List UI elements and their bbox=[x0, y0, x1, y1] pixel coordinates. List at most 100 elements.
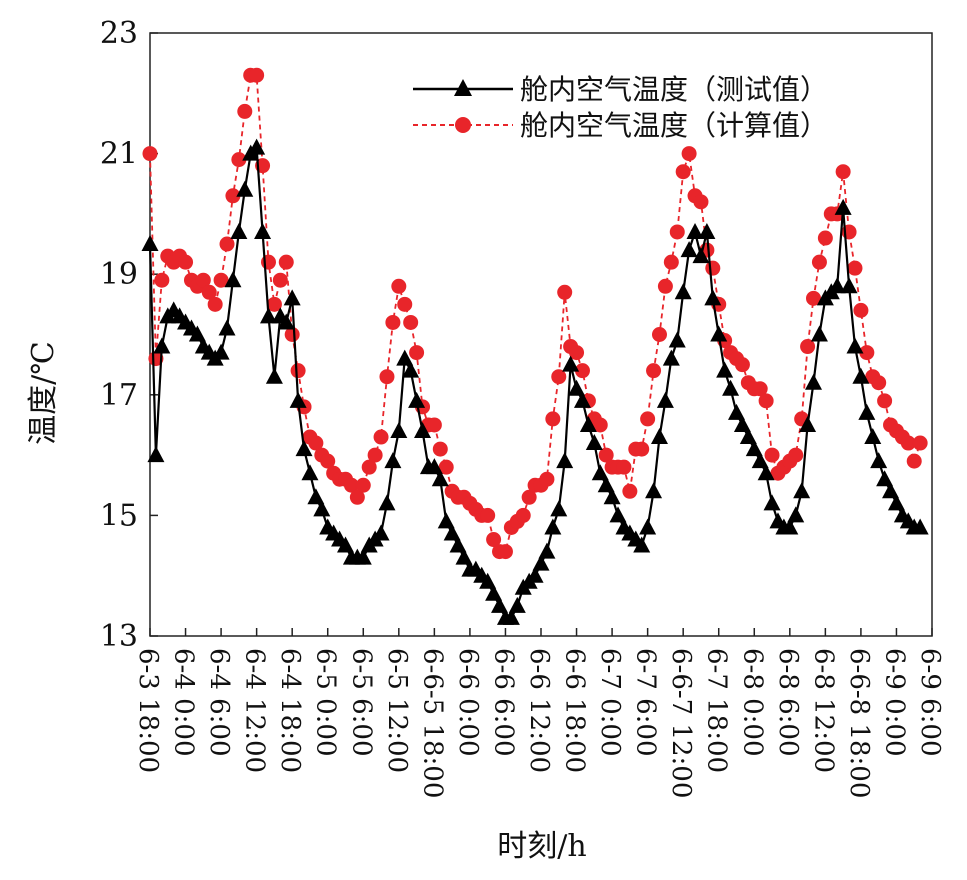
data-point bbox=[573, 391, 591, 408]
data-point bbox=[526, 566, 544, 583]
data-point bbox=[728, 403, 745, 420]
data-point bbox=[154, 272, 170, 288]
data-point bbox=[443, 524, 461, 541]
data-point bbox=[810, 325, 828, 342]
data-point bbox=[289, 391, 307, 408]
data-point bbox=[432, 441, 448, 457]
data-point bbox=[260, 254, 276, 270]
data-point bbox=[313, 500, 331, 517]
data-point bbox=[508, 596, 526, 613]
data-point bbox=[230, 222, 248, 239]
data-point bbox=[800, 339, 816, 355]
legend: 舱内空气温度（测试值） 舱内空气温度（计算值） bbox=[413, 73, 828, 142]
data-point bbox=[710, 325, 728, 342]
data-point bbox=[403, 314, 419, 330]
y-tick-label: 23 bbox=[100, 16, 138, 51]
data-point bbox=[515, 507, 531, 523]
data-point bbox=[207, 296, 223, 312]
data-point bbox=[249, 67, 265, 83]
data-point bbox=[693, 194, 709, 210]
data-point bbox=[911, 518, 929, 535]
data-point bbox=[852, 367, 870, 384]
data-point bbox=[745, 440, 763, 457]
data-point bbox=[480, 507, 496, 523]
data-point bbox=[485, 584, 503, 601]
data-point bbox=[545, 411, 561, 427]
data-point bbox=[692, 247, 710, 264]
y-tick-label: 21 bbox=[100, 137, 138, 172]
x-tick-label: 6-6 0:00 bbox=[453, 648, 483, 757]
data-point bbox=[858, 403, 876, 420]
y-tick-label: 13 bbox=[100, 619, 138, 654]
data-point bbox=[568, 379, 586, 396]
data-point bbox=[218, 319, 236, 336]
data-point bbox=[225, 188, 241, 204]
data-point bbox=[698, 222, 716, 239]
data-point bbox=[733, 415, 751, 432]
data-point bbox=[147, 446, 165, 463]
data-point bbox=[912, 435, 928, 451]
data-point bbox=[373, 429, 389, 445]
x-tick-label: 6-6 6:00 bbox=[488, 648, 518, 757]
data-point bbox=[290, 363, 306, 379]
data-point bbox=[739, 428, 757, 445]
data-point bbox=[213, 272, 229, 288]
data-point bbox=[153, 337, 171, 354]
data-point bbox=[650, 428, 668, 445]
legend-item-calculated: 舱内空气温度（计算值） bbox=[413, 109, 828, 142]
data-point bbox=[616, 459, 632, 475]
x-tick-label: 6-4 0:00 bbox=[169, 648, 199, 757]
data-point bbox=[846, 337, 864, 354]
data-point bbox=[195, 272, 211, 288]
x-axis-label: 时刻/h bbox=[497, 829, 586, 864]
data-point bbox=[355, 477, 371, 493]
legend-marker-calculated bbox=[455, 117, 471, 133]
data-point bbox=[538, 542, 556, 559]
data-point bbox=[870, 452, 888, 469]
data-point bbox=[763, 494, 781, 511]
x-tick-label: 6-3 18:00 bbox=[133, 648, 163, 773]
data-point bbox=[871, 375, 887, 391]
data-point bbox=[426, 417, 442, 433]
data-point bbox=[882, 482, 900, 499]
data-point bbox=[497, 544, 513, 560]
data-point bbox=[598, 447, 614, 463]
data-point bbox=[793, 482, 811, 499]
data-point bbox=[603, 488, 621, 505]
x-tick-label: 6-7 18:00 bbox=[702, 648, 732, 773]
data-point bbox=[277, 313, 295, 330]
data-point bbox=[521, 489, 537, 505]
data-point bbox=[817, 230, 833, 246]
data-point bbox=[663, 254, 679, 270]
data-point bbox=[752, 381, 768, 397]
legend-label-measured: 舱内空气温度（测试值） bbox=[520, 73, 828, 106]
x-tick-label: 6-6-7 12:00 bbox=[666, 648, 696, 798]
data-point bbox=[343, 477, 359, 493]
x-axis-ticks: 6-3 18:00 6-4 0:00 6-4 6:00 6-4 12:00 6-4 18… bbox=[133, 628, 945, 798]
data-point bbox=[425, 458, 443, 475]
data-point bbox=[668, 331, 686, 348]
data-point bbox=[384, 452, 402, 469]
data-point bbox=[722, 379, 740, 396]
data-point bbox=[877, 393, 893, 409]
data-point bbox=[757, 464, 775, 481]
data-point bbox=[645, 482, 663, 499]
data-point bbox=[385, 314, 401, 330]
data-point bbox=[716, 361, 734, 378]
data-point bbox=[391, 278, 407, 294]
data-point bbox=[609, 506, 627, 523]
data-point bbox=[409, 345, 425, 361]
x-tick-label: 6-9 6:00 bbox=[915, 648, 945, 757]
x-tick-label: 6-4 18:00 bbox=[275, 648, 305, 773]
data-point bbox=[308, 435, 324, 451]
data-point bbox=[840, 277, 858, 294]
data-point bbox=[900, 435, 916, 451]
data-point bbox=[550, 500, 568, 517]
data-point bbox=[651, 327, 667, 342]
data-point bbox=[557, 284, 573, 300]
data-point bbox=[212, 343, 230, 360]
x-tick-label: 6-6 12:00 bbox=[524, 648, 554, 773]
data-point bbox=[431, 470, 449, 487]
data-point bbox=[486, 532, 502, 548]
